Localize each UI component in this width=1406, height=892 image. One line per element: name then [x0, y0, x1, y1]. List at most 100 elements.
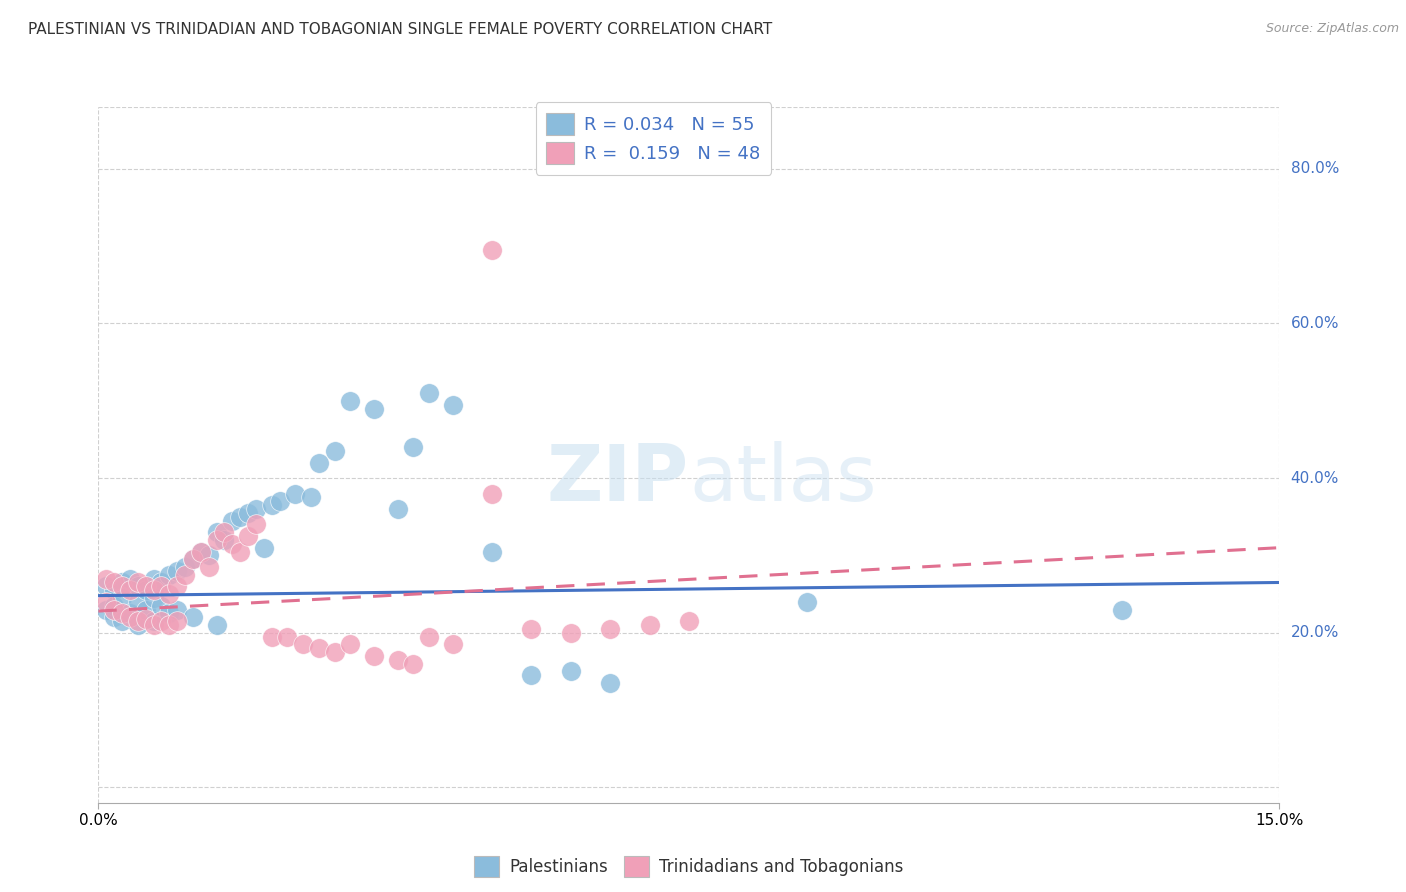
Point [150, 599, 173, 613]
Point [197, 560, 219, 574]
Point [245, 517, 267, 532]
Point [363, 648, 385, 663]
Point [292, 637, 315, 651]
Point [402, 440, 425, 454]
Point [214, 525, 236, 540]
Point [418, 630, 440, 644]
Point [418, 386, 440, 401]
Point [221, 514, 243, 528]
Point [308, 641, 330, 656]
Point [103, 599, 125, 613]
Point [599, 676, 621, 690]
Point [103, 583, 125, 598]
Point [142, 614, 165, 628]
Point [236, 529, 259, 543]
Point [284, 486, 307, 500]
Point [678, 614, 700, 628]
Text: Source: ZipAtlas.com: Source: ZipAtlas.com [1265, 22, 1399, 36]
Point [166, 564, 188, 578]
Text: atlas: atlas [689, 442, 876, 517]
Point [323, 645, 346, 659]
Point [157, 607, 180, 621]
Text: 40.0%: 40.0% [1291, 471, 1339, 485]
Point [387, 653, 409, 667]
Point [205, 533, 228, 547]
Point [1111, 602, 1133, 616]
Point [214, 533, 236, 547]
Point [111, 591, 134, 605]
Point [96, 602, 118, 616]
Point [387, 502, 409, 516]
Point [142, 572, 165, 586]
Point [308, 456, 330, 470]
Point [181, 552, 204, 566]
Point [402, 657, 425, 671]
Point [157, 618, 180, 632]
Point [221, 537, 243, 551]
Point [135, 579, 157, 593]
Point [299, 491, 322, 505]
Point [339, 637, 361, 651]
Point [276, 630, 298, 644]
Point [127, 579, 149, 593]
Point [197, 549, 219, 563]
Point [363, 401, 385, 416]
Point [205, 525, 228, 540]
Point [135, 583, 157, 598]
Point [111, 614, 134, 628]
Point [103, 610, 125, 624]
Point [560, 665, 582, 679]
Point [560, 625, 582, 640]
Point [339, 393, 361, 408]
Text: ZIP: ZIP [547, 442, 689, 517]
Point [118, 607, 141, 621]
Point [229, 509, 252, 524]
Point [111, 607, 134, 621]
Text: PALESTINIAN VS TRINIDADIAN AND TOBAGONIAN SINGLE FEMALE POVERTY CORRELATION CHAR: PALESTINIAN VS TRINIDADIAN AND TOBAGONIA… [28, 22, 772, 37]
Point [118, 583, 141, 598]
Point [260, 630, 283, 644]
Point [260, 498, 283, 512]
Point [127, 614, 149, 628]
Point [118, 610, 141, 624]
Point [174, 567, 197, 582]
Point [174, 560, 197, 574]
Point [142, 618, 165, 632]
Point [103, 575, 125, 590]
Point [441, 637, 464, 651]
Legend: Palestinians, Trinidadians and Tobagonians: Palestinians, Trinidadians and Tobagonia… [465, 848, 912, 885]
Point [520, 668, 543, 682]
Point [150, 614, 173, 628]
Point [127, 618, 149, 632]
Point [142, 583, 165, 598]
Point [190, 544, 212, 558]
Point [96, 595, 118, 609]
Point [111, 579, 134, 593]
Text: 80.0%: 80.0% [1291, 161, 1339, 177]
Point [166, 579, 188, 593]
Point [269, 494, 291, 508]
Point [96, 572, 118, 586]
Point [236, 506, 259, 520]
Point [796, 595, 818, 609]
Point [181, 552, 204, 566]
Point [229, 544, 252, 558]
Point [96, 579, 118, 593]
Point [118, 572, 141, 586]
Text: 20.0%: 20.0% [1291, 625, 1339, 640]
Point [481, 544, 503, 558]
Point [157, 567, 180, 582]
Point [150, 575, 173, 590]
Point [520, 622, 543, 636]
Point [441, 398, 464, 412]
Point [638, 618, 661, 632]
Point [166, 602, 188, 616]
Point [599, 622, 621, 636]
Point [481, 486, 503, 500]
Point [253, 541, 276, 555]
Point [166, 614, 188, 628]
Point [127, 575, 149, 590]
Point [205, 618, 228, 632]
Point [142, 591, 165, 605]
Text: 60.0%: 60.0% [1291, 316, 1339, 331]
